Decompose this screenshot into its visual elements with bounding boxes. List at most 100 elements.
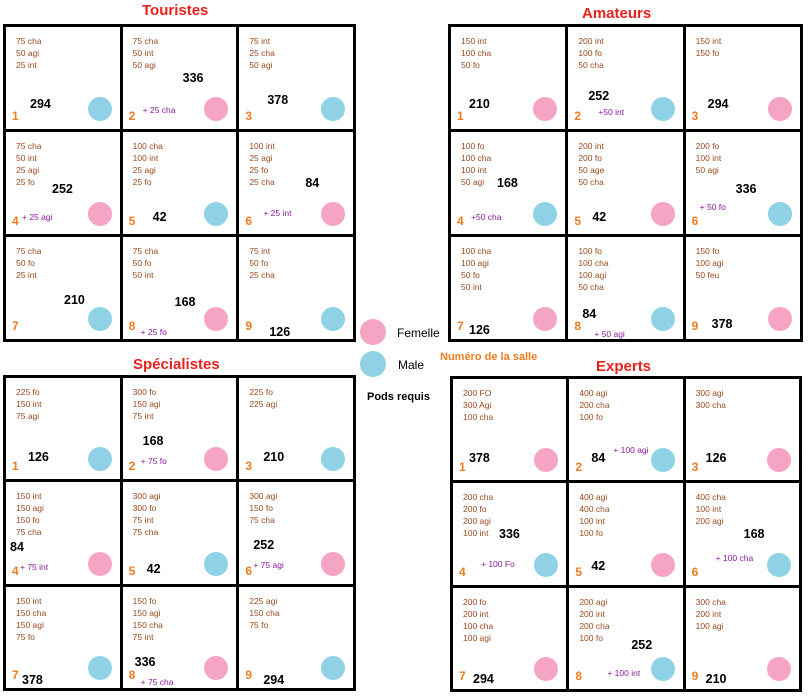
requirements-list: 150 int 150 cha 150 agi 75 fo bbox=[16, 595, 46, 643]
requirement-line: 25 cha bbox=[249, 270, 275, 280]
requirement-line: 75 cha bbox=[16, 36, 42, 46]
requirements-list: 300 fo 150 agi 75 int bbox=[133, 386, 161, 422]
requirements-list: 225 agi 150 cha 75 fo bbox=[249, 595, 279, 631]
requirements-list: 400 agi 200 cha 100 fo bbox=[579, 387, 609, 423]
requirement-line: 300 agi bbox=[132, 491, 161, 502]
requirement-line: 300 fo bbox=[132, 503, 157, 514]
requirement-line: 50 agi bbox=[249, 60, 273, 70]
bonus-stat: + 100 agi bbox=[613, 445, 649, 455]
requirements-list: 150 int 150 fo bbox=[696, 35, 722, 59]
requirements-list: 75 cha 50 fo 25 int bbox=[16, 245, 42, 281]
requirement-line: 100 fo bbox=[461, 141, 485, 151]
requirement-line: 150 fo bbox=[16, 515, 40, 526]
room-number: 8 bbox=[128, 668, 136, 682]
requirement-line: 25 fo bbox=[132, 177, 152, 187]
requirement-line: 225 fo bbox=[16, 387, 40, 397]
bonus-stat: +50 cha bbox=[471, 212, 502, 222]
requirement-line: 100 fo bbox=[578, 48, 602, 58]
legend-male-label: Male bbox=[398, 358, 425, 372]
grid-touristes: 75 cha 50 agi 25 int 294 1 75 cha 50 int 50 agi… bbox=[3, 24, 356, 342]
room-cell: 100 fo 100 cha 100 agi 50 cha 84 + 50 agi 8 bbox=[568, 237, 683, 339]
male-dot bbox=[650, 307, 675, 331]
male-dot bbox=[650, 448, 675, 473]
room-cell: 100 cha 100 int 25 agi 25 fo 42 5 bbox=[122, 132, 237, 234]
room-cell: 75 cha 50 int 50 agi 336 + 25 cha 2 bbox=[122, 27, 237, 129]
legend-male-dot bbox=[360, 351, 386, 377]
male-dot bbox=[204, 202, 229, 226]
legend-female-label: Femelle bbox=[397, 326, 440, 340]
pods-required: 126 bbox=[28, 450, 49, 464]
requirement-line: 75 int bbox=[132, 515, 154, 526]
pods-required: 84 bbox=[305, 176, 320, 190]
requirement-line: 75 int bbox=[132, 411, 154, 421]
room-number: 2 bbox=[128, 109, 136, 123]
requirement-line: 150 agi bbox=[132, 399, 161, 409]
requirement-line: 75 cha bbox=[16, 246, 42, 256]
requirement-line: 100 fo bbox=[579, 632, 603, 643]
male-dot bbox=[767, 552, 791, 577]
requirement-line: 50 cha bbox=[578, 282, 604, 292]
requirement-line: 200 fo bbox=[463, 504, 487, 515]
requirements-list: 200 FO 300 Agi 100 cha bbox=[463, 387, 493, 423]
room-cell: 100 cha 100 agi 50 fo 50 int 126 7 bbox=[451, 237, 566, 339]
requirements-list: 100 cha 100 int 25 agi 25 fo bbox=[133, 140, 163, 188]
female-dot bbox=[768, 97, 792, 121]
requirements-list: 200 agi 200 int 200 cha 100 fo bbox=[579, 596, 609, 644]
requirement-line: 100 agi bbox=[695, 258, 724, 268]
requirement-line: 75 int bbox=[249, 246, 271, 256]
requirement-line: 200 int bbox=[578, 36, 604, 46]
grid-experts: 200 FO 300 Agi 100 cha 378 1 400 agi 200 cha 10… bbox=[450, 376, 802, 692]
pods-required: 168 bbox=[497, 176, 518, 190]
pods-required: 84 bbox=[582, 307, 597, 321]
requirement-line: 100 cha bbox=[578, 258, 609, 268]
female-dot bbox=[534, 448, 559, 473]
requirements-list: 100 fo 100 cha 100 agi 50 cha bbox=[578, 245, 608, 293]
requirement-line: 100 cha bbox=[461, 246, 492, 256]
room-number: 6 bbox=[691, 564, 699, 579]
pods-required: 252 bbox=[253, 538, 275, 553]
requirement-line: 50 agi bbox=[132, 60, 156, 70]
legend-room-number-label: Numéro de la salle bbox=[440, 351, 538, 363]
pods-required: 84 bbox=[591, 451, 606, 465]
room-number: 3 bbox=[245, 459, 253, 474]
requirement-line: 50 cha bbox=[578, 177, 604, 187]
female-dot bbox=[650, 552, 675, 577]
requirement-line: 225 agi bbox=[249, 399, 278, 409]
room-cell: 400 cha 100 int 200 agi 168 + 100 cha 6 bbox=[685, 483, 799, 585]
bonus-stat: + 75 agi bbox=[253, 560, 284, 571]
group-title-experts: Experts bbox=[596, 358, 652, 375]
room-cell: 150 int 150 cha 150 agi 75 fo 378 7 bbox=[6, 586, 120, 688]
requirement-line: 25 cha bbox=[249, 48, 275, 58]
female-dot bbox=[320, 551, 345, 576]
requirement-line: 300 cha bbox=[695, 596, 726, 607]
legend-female-dot bbox=[360, 319, 386, 345]
pods-required: 378 bbox=[711, 317, 733, 331]
requirement-line: 400 agi bbox=[579, 492, 608, 503]
room-cell: 75 int 25 cha 50 agi 378 3 bbox=[239, 27, 353, 129]
requirement-line: 50 fo bbox=[16, 258, 35, 268]
requirement-line: 50 fo bbox=[461, 270, 480, 280]
requirement-line: 150 fo bbox=[249, 503, 273, 514]
requirement-line: 75 agi bbox=[16, 411, 40, 421]
room-number: 3 bbox=[691, 460, 699, 475]
grid-specialistes: 225 fo 150 int 75 agi 126 1 300 fo 150 agi 75 i… bbox=[3, 375, 356, 691]
female-dot bbox=[204, 656, 229, 680]
pods-required: 210 bbox=[705, 671, 727, 686]
requirement-line: 150 int bbox=[16, 399, 42, 409]
room-cell: 400 agi 400 cha 100 int 100 fo 42 5 bbox=[569, 483, 683, 585]
requirement-line: 100 fo bbox=[578, 246, 602, 256]
requirements-list: 300 agi 300 cha bbox=[696, 387, 726, 411]
requirement-line: 50 age bbox=[578, 165, 605, 175]
requirement-line: 100 cha bbox=[132, 141, 163, 151]
pods-required: 378 bbox=[469, 451, 490, 465]
room-cell: 150 int 150 fo 294 3 bbox=[685, 27, 800, 129]
requirement-line: 100 agi bbox=[695, 620, 724, 631]
requirements-list: 225 fo 225 agi bbox=[249, 386, 277, 410]
male-dot bbox=[87, 447, 112, 472]
requirement-line: 150 int bbox=[16, 491, 42, 502]
room-number: 7 bbox=[457, 319, 464, 333]
room-number: 9 bbox=[245, 668, 253, 682]
room-cell: 75 cha 50 fo 25 int 210 7 bbox=[6, 237, 120, 339]
room-cell: 75 cha 50 agi 25 int 294 1 bbox=[6, 27, 120, 129]
pods-required: 126 bbox=[705, 451, 727, 465]
